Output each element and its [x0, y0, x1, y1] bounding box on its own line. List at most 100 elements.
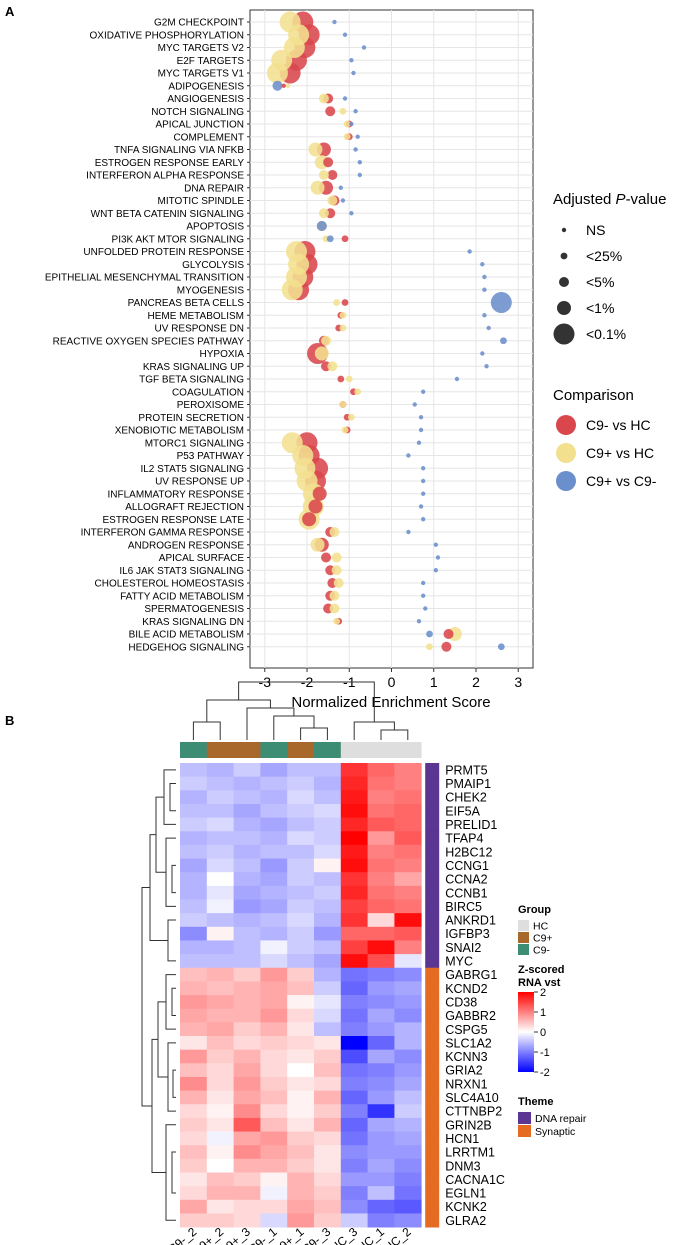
heatmap-cell — [394, 1199, 422, 1214]
heatmap-cell — [340, 1131, 368, 1146]
heatmap-cell — [340, 1213, 368, 1228]
dot-c9-vs-c9- — [486, 325, 491, 331]
pathway-label: MTORC1 SIGNALING — [145, 438, 244, 449]
heatmap-cell — [340, 995, 368, 1010]
heatmap-cell — [367, 1158, 395, 1173]
heatmap-cell — [287, 817, 315, 832]
heatmap-cell — [340, 790, 368, 805]
heatmap-cell — [287, 981, 315, 996]
heatmap-cell — [340, 954, 368, 969]
heatmap-cell — [394, 1049, 422, 1064]
heatmap-cell — [340, 831, 368, 846]
theme-annotation-cell — [425, 858, 440, 873]
group-annotation-cell — [233, 742, 261, 758]
pathway-label: INFLAMMATORY RESPONSE — [107, 489, 244, 500]
pathway-label: IL6 JAK STAT3 SIGNALING — [119, 566, 244, 577]
gene-label: ANKRD1 — [445, 914, 496, 928]
gene-label: EGLN1 — [445, 1187, 486, 1201]
heatmap-cell — [314, 899, 342, 914]
heatmap-cell — [314, 940, 342, 955]
dot-c9-vs-c9- — [480, 262, 485, 267]
dot-c9-vs-c9- — [340, 198, 346, 203]
heatmap-cell — [287, 954, 315, 969]
heatmap-cell — [340, 1104, 368, 1119]
pathway-label: EPITHELIAL MESENCHYMAL TRANSITION — [45, 273, 244, 284]
heatmap-cells — [180, 763, 422, 1228]
heatmap-cell — [233, 1104, 261, 1119]
heatmap-cell — [394, 967, 422, 982]
heatmap-cell — [367, 858, 395, 873]
gene-label: KCNK2 — [445, 1200, 487, 1214]
dot-c9-vs-hc — [333, 299, 340, 306]
heatmap-cell — [233, 1022, 261, 1037]
row-dendrogram — [141, 769, 176, 1221]
heatmap-cell — [340, 1186, 368, 1201]
heatmap-cell — [394, 899, 422, 914]
pathway-label: SPERMATOGENESIS — [144, 604, 244, 615]
dot-c9-vs-c9- — [480, 351, 485, 356]
gene-label: GABRG1 — [445, 968, 497, 982]
color-legend-label: C9+ vs HC — [586, 445, 654, 461]
heatmap-cell — [233, 1158, 261, 1173]
dendro-branch — [165, 974, 176, 1030]
heatmap-cell — [340, 1008, 368, 1023]
heatmap-cell — [314, 858, 342, 873]
heatmap-cell — [180, 1131, 208, 1146]
theme-legend-label: Synaptic — [535, 1126, 575, 1138]
gene-label: GLRA2 — [445, 1214, 486, 1228]
heatmap-cell — [233, 790, 261, 805]
gene-label: GABBR2 — [445, 1009, 496, 1023]
pathway-label: MITOTIC SPINDLE — [158, 196, 245, 207]
pathway-label: GLYCOLYSIS — [182, 260, 244, 271]
dot-c9-vs-hc — [331, 565, 342, 576]
dot-c9-vs-c9- — [420, 593, 426, 598]
heatmap-cell — [180, 872, 208, 887]
gene-label: MYC — [445, 955, 473, 969]
dot-c9-vs-hc — [321, 335, 332, 346]
heatmap-cell — [314, 1049, 342, 1064]
dot-c9-vs-c9- — [353, 147, 358, 152]
heatmap-cell — [206, 1158, 234, 1173]
heatmap-cell — [260, 844, 288, 859]
heatmap-cell — [287, 1117, 315, 1132]
heatmap-cell — [260, 1186, 288, 1201]
heatmap-cell — [206, 790, 234, 805]
heatmap-cell — [340, 1117, 368, 1132]
pathway-label: TNFA SIGNALING VIA NFKB — [114, 145, 244, 156]
heatmap-cell — [180, 1049, 208, 1064]
heatmap-cell — [287, 844, 315, 859]
size-legend-label: <25% — [586, 248, 622, 264]
x-axis-label: Normalized Enrichment Score — [291, 694, 490, 711]
heatmap-cell — [394, 872, 422, 887]
heatmap-cell — [314, 913, 342, 928]
heatmap-cell — [367, 940, 395, 955]
theme-annotation-cell — [425, 995, 440, 1010]
heatmap-cell — [287, 1131, 315, 1146]
pathway-label: KRAS SIGNALING UP — [143, 362, 244, 373]
dot-c9-vs-hc — [283, 37, 305, 58]
heatmap-cell — [287, 1049, 315, 1064]
dot-c9-vs-c9- — [418, 415, 424, 420]
heatmap-cell — [206, 1076, 234, 1091]
gene-labels: PRMT5PMAIP1CHEK2EIF5APRELID1TFAP4H2BC12C… — [445, 763, 505, 1227]
dot-c9-vs-hc — [443, 629, 454, 639]
heatmap-cell — [394, 844, 422, 859]
pathway-label: ADIPOGENESIS — [168, 81, 244, 92]
heatmap-cell — [287, 803, 315, 818]
pathway-label: ANGIOGENESIS — [167, 94, 244, 105]
dendro-branch — [171, 1151, 176, 1194]
heatmap-cell — [260, 817, 288, 832]
size-legend-label: NS — [586, 222, 605, 238]
dot-c9-vs-hc — [329, 527, 340, 537]
heatmap-cell — [260, 1104, 288, 1119]
heatmap-cell — [340, 913, 368, 928]
heatmap-cell — [260, 1063, 288, 1078]
dot-c9-vs-c9- — [412, 402, 417, 407]
x-tick-label: 2 — [472, 674, 480, 690]
heatmap-cell — [233, 940, 261, 955]
heatmap-cell — [394, 763, 422, 778]
dendro-branch — [151, 1038, 166, 1173]
dot-c9-vs-c9- — [420, 517, 426, 522]
gene-label: CTTNBP2 — [445, 1105, 502, 1119]
heatmap-cell — [206, 763, 234, 778]
